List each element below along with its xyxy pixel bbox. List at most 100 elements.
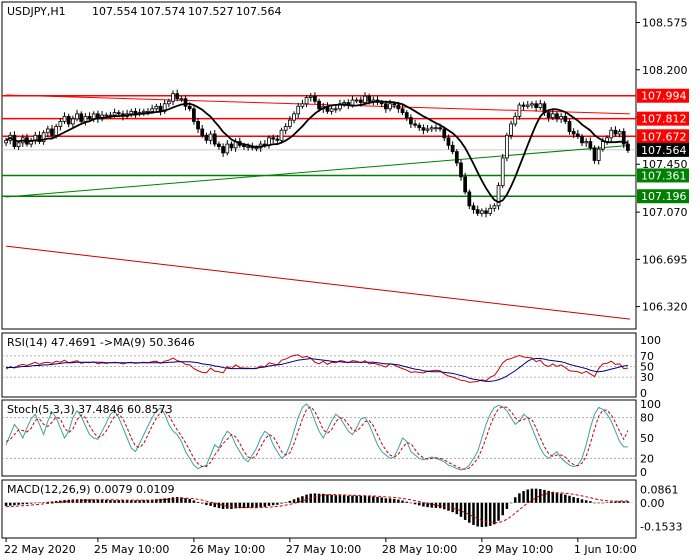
candle-body xyxy=(450,144,455,153)
macd-histogram-bar xyxy=(96,499,100,503)
candle-body xyxy=(538,103,543,108)
macd-histogram-bar xyxy=(175,496,179,503)
level-tag-box xyxy=(637,88,689,103)
price-axis-tick-label: 106.320 xyxy=(642,301,688,314)
axis-tick-label: 30 xyxy=(640,371,654,384)
macd-histogram-bar xyxy=(593,502,596,504)
candle-body xyxy=(626,143,630,151)
candle-body xyxy=(54,126,59,136)
macd-histogram-bar xyxy=(138,500,141,503)
candle-body xyxy=(66,115,71,125)
candle-body xyxy=(592,147,597,161)
macd-histogram-bar xyxy=(109,500,112,503)
candle-body xyxy=(246,146,251,149)
macd-histogram-bar xyxy=(88,499,91,503)
macd-histogram-bar xyxy=(171,497,175,503)
axis-tick-label: 0 xyxy=(640,466,647,479)
candle-body xyxy=(580,136,584,144)
time-axis-tick-label: 25 May 10:00 xyxy=(94,543,169,556)
axis-tick-label: 20 xyxy=(640,452,654,465)
macd-histogram-bar xyxy=(180,497,183,503)
macd-histogram-bar xyxy=(234,502,237,509)
macd-histogram-bar xyxy=(317,493,321,503)
candle-body xyxy=(396,104,401,110)
price-axis-tick-label: 108.200 xyxy=(642,64,688,77)
candle-body xyxy=(467,191,472,207)
macd-histogram-bar xyxy=(539,489,542,503)
candle-body xyxy=(429,127,434,130)
macd-histogram-bar xyxy=(609,501,613,503)
trendline xyxy=(6,245,630,320)
price-axis-tick-label: 108.575 xyxy=(642,17,688,30)
candle-body xyxy=(116,112,121,115)
macd-histogram-bar xyxy=(484,502,488,527)
macd-histogram-bar xyxy=(288,500,292,503)
candle-body xyxy=(171,93,175,102)
candle-body xyxy=(304,97,309,105)
macd-histogram-bar xyxy=(38,502,41,504)
macd-histogram-bar xyxy=(543,489,546,503)
macd-histogram-bar xyxy=(9,502,12,506)
macd-histogram-bar xyxy=(347,495,350,503)
macd-histogram-bar xyxy=(409,502,413,504)
time-axis-tick-label: 22 May 2020 xyxy=(4,543,76,556)
macd-histogram-bar xyxy=(255,502,258,508)
macd-histogram-bar xyxy=(271,502,275,506)
macd-histogram-bar xyxy=(601,502,605,504)
candle-body xyxy=(79,113,84,122)
macd-histogram-bar xyxy=(564,494,567,503)
macd-histogram-bar xyxy=(192,500,196,503)
candle-body xyxy=(200,128,205,136)
candle-body xyxy=(417,124,422,129)
level-tag-label: 107.672 xyxy=(641,130,687,143)
macd-histogram-bar xyxy=(509,502,513,504)
candle-body xyxy=(242,144,246,148)
macd-histogram-bar xyxy=(580,499,584,503)
candle-body xyxy=(196,121,200,130)
macd-pane-title: MACD(12,26,9) 0.0079 0.0109 xyxy=(7,483,175,496)
macd-histogram-bar xyxy=(330,494,333,503)
candle-body xyxy=(492,205,497,209)
candle-body xyxy=(221,146,225,154)
macd-histogram-bar xyxy=(4,502,8,506)
candle-body xyxy=(588,141,593,149)
macd-histogram-bar xyxy=(13,502,16,506)
candle-body xyxy=(166,100,171,105)
macd-histogram-bar xyxy=(417,502,421,506)
candle-body xyxy=(404,112,409,119)
candle-body xyxy=(484,210,488,214)
macd-histogram-bar xyxy=(497,502,500,521)
macd-histogram-bar xyxy=(280,502,283,504)
candle-body xyxy=(16,142,21,148)
macd-histogram-bar xyxy=(480,502,484,527)
candle-body xyxy=(509,123,513,136)
macd-histogram-bar xyxy=(292,499,296,503)
macd-histogram-bar xyxy=(367,496,371,503)
level-tag-box xyxy=(637,129,689,144)
moving-average-line xyxy=(5,100,629,204)
macd-axis-tick-label: -0.1533 xyxy=(640,521,682,534)
macd-histogram-bar xyxy=(296,497,300,503)
candle-body xyxy=(225,143,230,154)
macd-histogram-bar xyxy=(59,500,62,503)
axis-tick-label: 100 xyxy=(640,398,661,411)
macd-histogram-bar xyxy=(313,493,317,503)
macd-histogram-bar xyxy=(576,498,580,503)
macd-histogram-bar xyxy=(447,502,450,511)
macd-histogram-bar xyxy=(422,502,425,507)
candle-body xyxy=(254,147,259,150)
macd-histogram-bar xyxy=(384,498,388,503)
current-price-tag-box xyxy=(637,142,689,157)
macd-histogram-bar xyxy=(200,502,204,504)
level-tag-label: 107.812 xyxy=(641,113,687,126)
candle-body xyxy=(392,103,397,106)
macd-histogram-bar xyxy=(125,500,129,503)
macd-histogram-bar xyxy=(568,495,571,503)
macd-histogram-bar xyxy=(584,500,588,503)
macd-histogram-bar xyxy=(276,502,279,505)
macd-histogram-bar xyxy=(468,502,471,523)
macd-histogram-bar xyxy=(84,499,87,503)
candle-body xyxy=(496,185,501,207)
